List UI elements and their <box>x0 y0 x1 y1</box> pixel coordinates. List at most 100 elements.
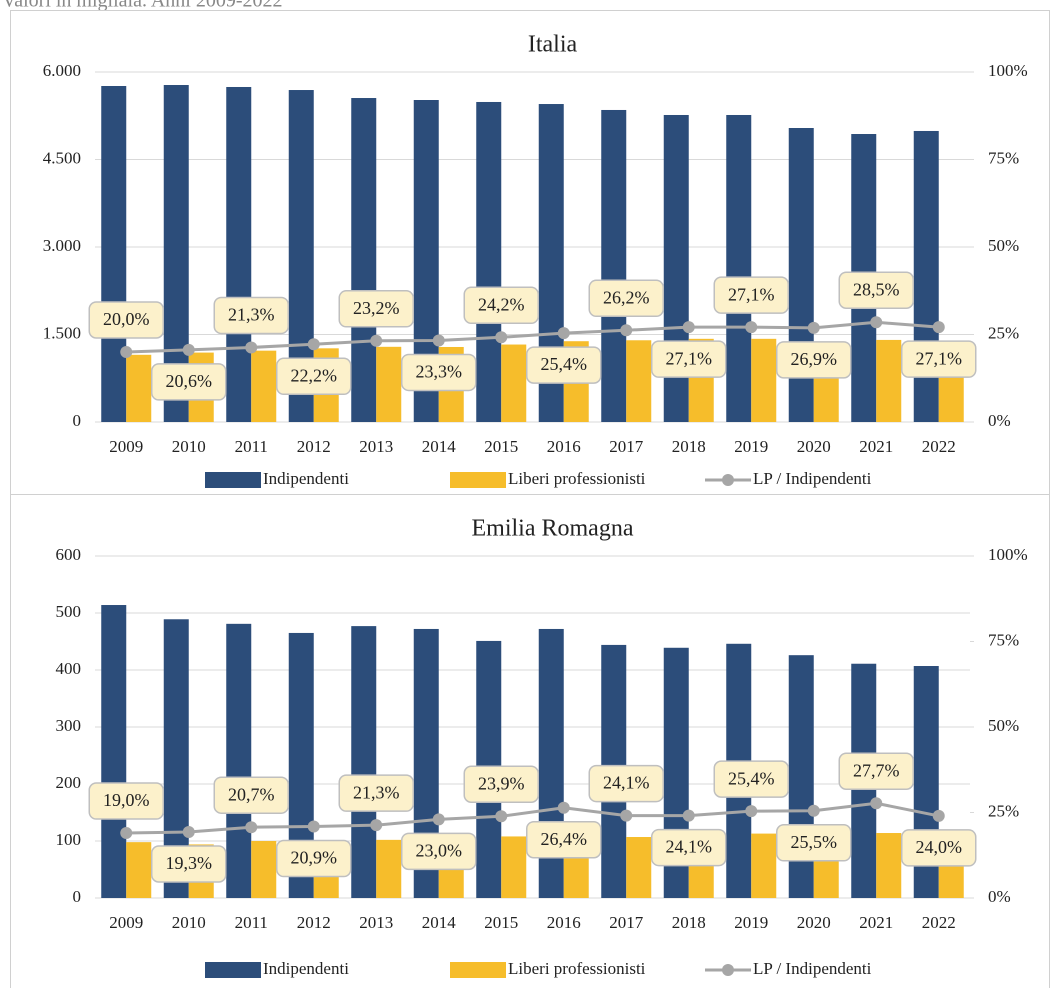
bar <box>476 101 502 422</box>
bar <box>751 338 777 422</box>
legend-label: LP / Indipendenti <box>753 959 872 978</box>
x-tick-label: 2014 <box>422 913 457 932</box>
data-label-box <box>276 357 352 396</box>
x-tick-label: 2018 <box>672 913 706 932</box>
y-tick-label: 300 <box>56 716 82 735</box>
y-tick-label: 0 <box>73 411 82 430</box>
line-marker <box>120 346 133 358</box>
line-marker <box>870 797 883 810</box>
line-marker <box>495 331 508 344</box>
line-marker <box>370 819 383 832</box>
bar <box>126 842 152 898</box>
data-label-box <box>88 782 164 820</box>
data-label: 27,1% <box>916 348 963 368</box>
data-label: 23,2% <box>353 298 400 318</box>
data-label-box <box>901 829 977 867</box>
bar <box>626 837 652 898</box>
data-label: 20,9% <box>291 848 338 868</box>
line-marker <box>870 316 883 329</box>
data-label-box <box>713 760 789 798</box>
line-marker <box>307 338 320 351</box>
y2-tick-label: 100% <box>988 545 1028 564</box>
x-tick-label: 2022 <box>922 437 956 456</box>
data-label: 21,3% <box>228 305 275 325</box>
bar <box>226 86 252 422</box>
legend-label: LP / Indipendenti <box>753 469 872 488</box>
data-label: 26,9% <box>791 349 838 369</box>
legend-swatch <box>722 964 734 976</box>
data-label: 19,0% <box>103 790 150 810</box>
line <box>126 801 940 835</box>
line-marker <box>245 341 258 354</box>
y2-tick-label: 25% <box>988 801 1019 820</box>
x-tick-label: 2009 <box>109 437 143 456</box>
x-tick-label: 2011 <box>235 437 268 456</box>
data-label-box <box>401 353 477 392</box>
data-label-box <box>276 839 352 878</box>
data-label: 26,2% <box>603 287 650 307</box>
data-label-box <box>151 845 227 883</box>
legend-label: Liberi professionisti <box>508 469 646 488</box>
legend-label: Liberi professionisti <box>508 959 646 978</box>
data-label-box <box>651 828 727 867</box>
data-label-box <box>88 301 164 339</box>
bar <box>913 130 939 422</box>
line-marker <box>182 343 195 356</box>
chart-title: Italia <box>528 32 578 58</box>
y2-tick-label: 75% <box>988 630 1019 649</box>
bar <box>751 833 777 898</box>
data-label-box <box>463 286 539 325</box>
x-tick-label: 2010 <box>172 913 206 932</box>
line-marker <box>620 324 633 337</box>
bar <box>376 346 402 422</box>
data-label-box <box>213 776 289 814</box>
line-marker <box>620 809 633 822</box>
line-marker <box>807 804 820 817</box>
data-label: 26,4% <box>541 829 588 849</box>
bar <box>351 626 377 898</box>
x-tick-label: 2010 <box>172 437 206 456</box>
bar <box>376 839 402 898</box>
y2-tick-label: 50% <box>988 716 1019 735</box>
line-marker <box>245 821 258 834</box>
data-label-box <box>838 271 914 309</box>
x-tick-label: 2017 <box>609 913 644 932</box>
line-marker <box>745 321 758 334</box>
x-tick-label: 2015 <box>484 913 518 932</box>
data-label: 25,4% <box>728 768 775 788</box>
line-marker <box>307 820 320 833</box>
y-tick-label: 400 <box>56 659 82 678</box>
bar <box>788 655 814 898</box>
data-label: 25,5% <box>791 832 838 852</box>
x-tick-label: 2021 <box>859 913 893 932</box>
line-marker <box>807 321 820 334</box>
bar <box>876 339 902 422</box>
x-tick-label: 2014 <box>422 437 457 456</box>
bar <box>251 841 277 898</box>
data-label: 24,1% <box>666 837 713 857</box>
line-marker <box>370 334 383 347</box>
y2-tick-label: 0% <box>988 887 1011 906</box>
data-label-box <box>713 276 789 314</box>
legend-swatch <box>205 962 261 978</box>
bar <box>101 605 127 898</box>
bar <box>126 354 152 422</box>
line-marker <box>745 805 758 818</box>
line-marker <box>932 321 945 334</box>
line-marker <box>182 825 195 838</box>
data-label: 23,9% <box>478 773 525 793</box>
data-label-box <box>213 296 289 335</box>
y2-tick-label: 0% <box>988 411 1011 430</box>
data-label: 24,0% <box>916 837 963 857</box>
line-marker <box>682 809 695 822</box>
x-tick-label: 2019 <box>734 913 768 932</box>
legend-label: Indipendenti <box>263 469 349 488</box>
data-label: 27,7% <box>853 760 900 780</box>
x-tick-label: 2020 <box>797 437 831 456</box>
bar <box>501 344 527 422</box>
data-label-box <box>588 279 664 318</box>
x-tick-label: 2022 <box>922 913 956 932</box>
bar <box>351 98 377 423</box>
